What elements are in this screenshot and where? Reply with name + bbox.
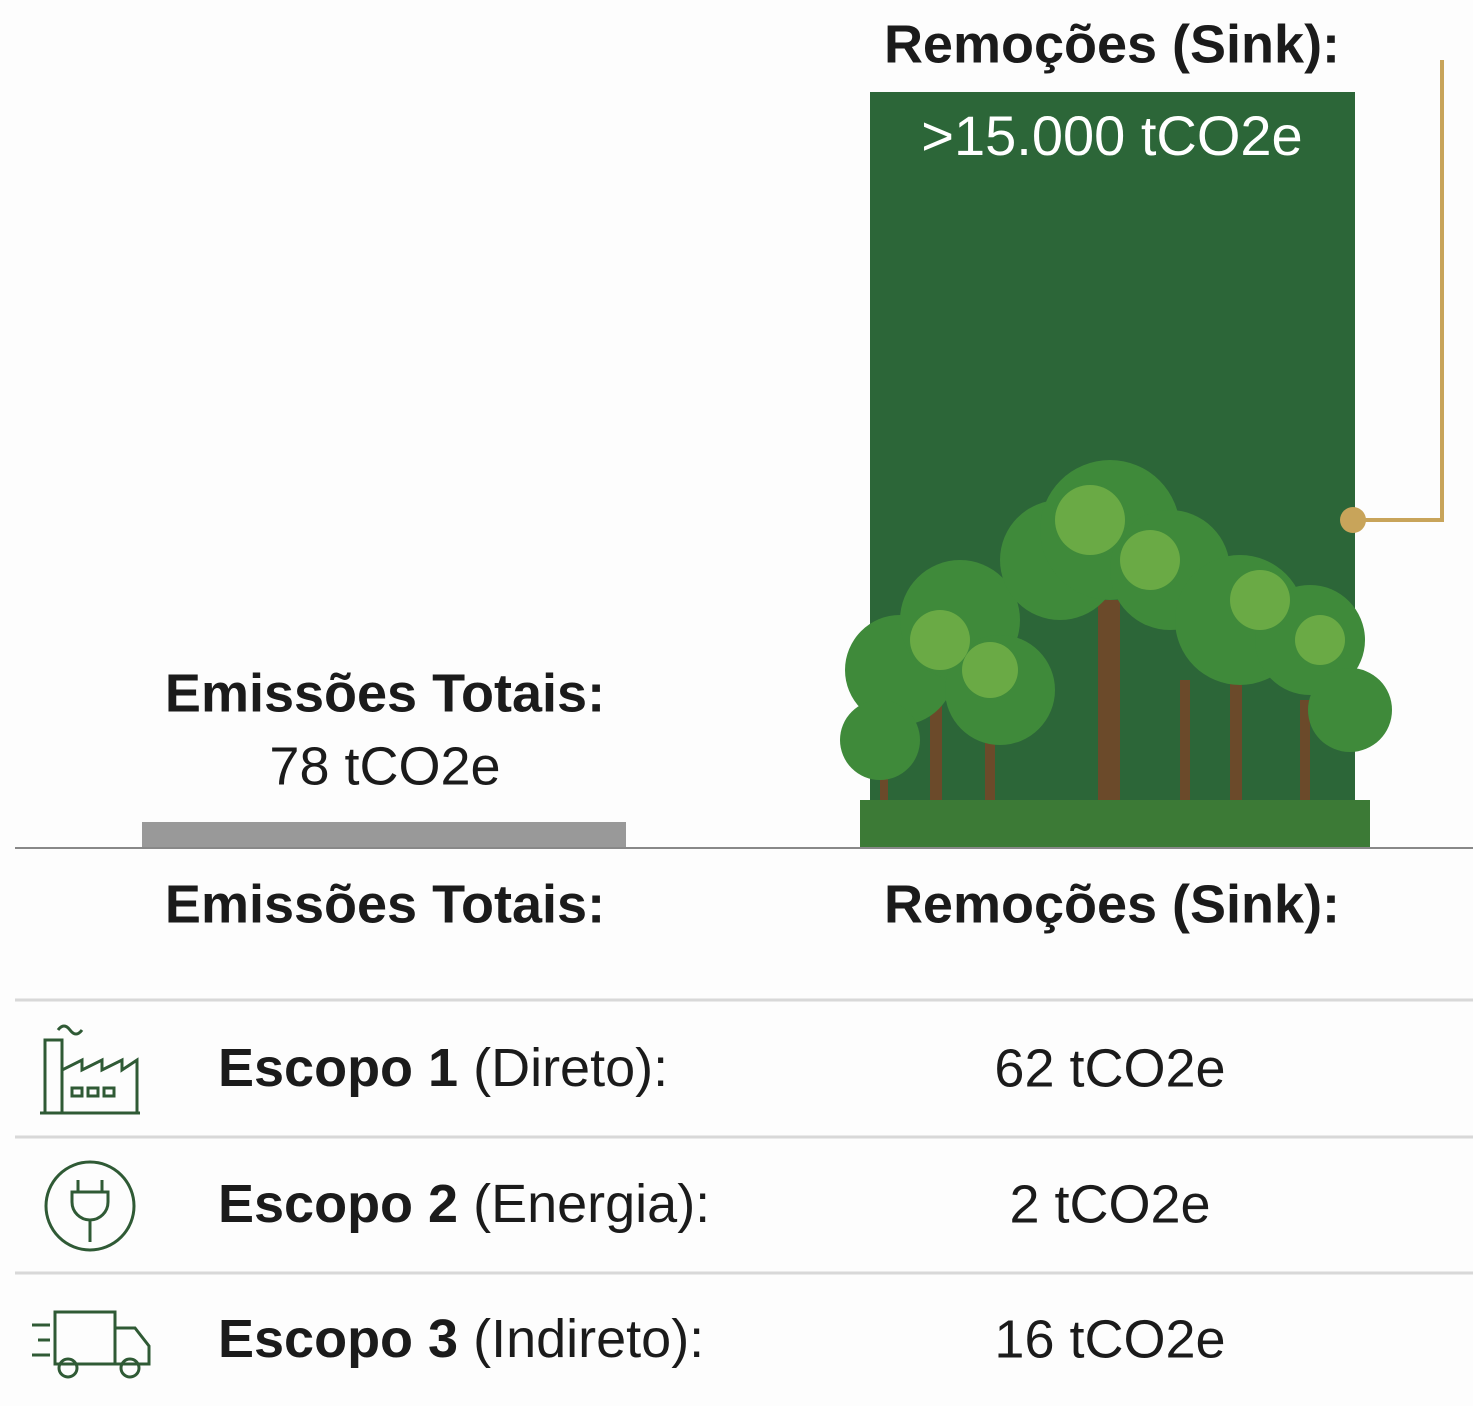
scope-name: Escopo 2 xyxy=(218,1174,458,1234)
scope-desc: (Direto): xyxy=(473,1038,668,1098)
scope-row: Escopo 1 (Direto): xyxy=(218,1038,668,1098)
scope-desc: (Indireto): xyxy=(473,1309,704,1369)
scope-value: 62 tCO2e xyxy=(994,1038,1225,1098)
scope-row: Escopo 2 (Energia): xyxy=(218,1174,710,1234)
callout-dot xyxy=(1340,507,1366,533)
scope-name: Escopo 3 xyxy=(218,1309,458,1369)
page: Remoções (Sink): >15.000 tCO2e Emissões … xyxy=(0,0,1473,1406)
scope-value: 16 tCO2e xyxy=(994,1309,1225,1369)
emissions-label: Emissões Totais: xyxy=(165,663,605,723)
header: Emissões Totais: xyxy=(165,874,605,934)
scope-row: Escopo 3 (Indireto): xyxy=(218,1309,704,1369)
removals-label: Remoções (Sink): xyxy=(884,14,1340,74)
emissions-bar xyxy=(142,822,626,848)
scope-name: Escopo 1 xyxy=(218,1038,458,1098)
emissions-value: 78 tCO2e xyxy=(269,736,500,796)
infographic: Remoções (Sink): >15.000 tCO2e Emissões … xyxy=(0,0,1473,1406)
scope-desc: (Energia): xyxy=(473,1174,710,1234)
removals-value: >15.000 tCO2e xyxy=(921,104,1302,167)
header: Remoções (Sink): xyxy=(884,874,1340,934)
scope-value: 2 tCO2e xyxy=(1009,1174,1210,1234)
